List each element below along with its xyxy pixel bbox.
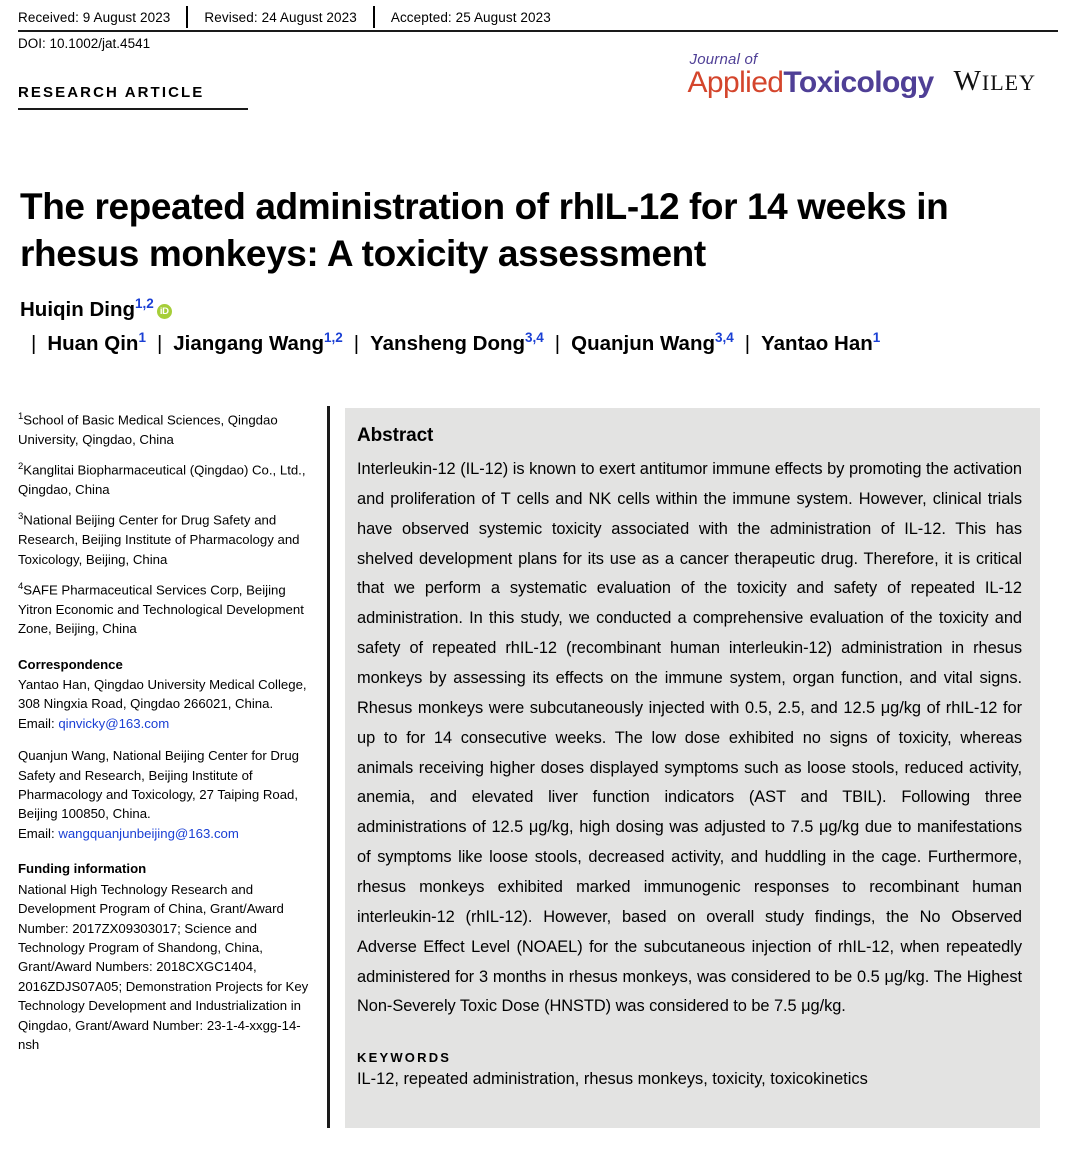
author-affil-sup: 1,2	[135, 296, 154, 312]
article-type-label: RESEARCH ARTICLE	[18, 84, 205, 101]
author-affil-sup: 1,2	[324, 330, 343, 346]
author-affil-sup: 3,4	[525, 330, 544, 346]
journal-title: AppliedToxicology	[687, 66, 935, 99]
author-name-text: Huan Qin	[47, 332, 139, 356]
correspondence-email-line-1: Email: qinvicky@163.com	[18, 714, 314, 733]
affiliation-sup: 3	[18, 511, 24, 523]
author-item: Huiqin Ding1,2iD	[20, 296, 172, 321]
journal-of-label: Journal of	[689, 51, 758, 68]
author-list: Huiqin Ding1,2iD| Huan Qin1 | Jiangang Wang…	[20, 293, 1030, 361]
accepted-date: Accepted: 25 August 2023	[390, 9, 551, 25]
orcid-icon[interactable]: iD	[156, 304, 172, 319]
correspondence-entry-2: Quanjun Wang, National Beijing Center fo…	[18, 746, 314, 843]
author-separator: |	[554, 332, 561, 356]
article-type-underline	[18, 108, 248, 110]
author-name-text: Quanjun Wang	[571, 332, 715, 356]
abstract-box: Abstract Interleukin-12 (IL-12) is known…	[345, 408, 1040, 1128]
affiliation-text: School of Basic Medical Sciences, Qingda…	[18, 412, 278, 447]
author-name-text: Huiqin Ding	[20, 298, 136, 321]
affiliation-text: Kanglitai Biopharmaceutical (Qingdao) Co…	[18, 462, 306, 497]
funding-heading: Funding information	[18, 861, 147, 877]
author-item: Jiangang Wang1,2	[173, 330, 343, 356]
author-item: Yantao Han1	[761, 330, 881, 356]
affiliation-text: SAFE Pharmaceutical Services Corp, Beiji…	[18, 582, 304, 637]
affiliation-item: 3National Beijing Center for Drug Safety…	[18, 510, 314, 569]
abstract-text: Interleukin-12 (IL-12) is known to exert…	[357, 460, 1022, 1016]
author-affil-sup: 3,4	[715, 330, 734, 346]
author-affil-sup: 1	[138, 330, 146, 346]
author-name-text: Yantao Han	[761, 332, 873, 356]
keywords-text: IL-12, repeated administration, rhesus m…	[357, 1070, 868, 1089]
funding-text: National High Technology Research and De…	[18, 881, 309, 1052]
history-divider-2	[372, 6, 375, 28]
author-separator: |	[156, 332, 163, 356]
keywords-heading: KEYWORDS	[357, 1050, 452, 1066]
correspondence-heading: Correspondence	[18, 656, 123, 672]
correspondence-entry-1: Yantao Han, Qingdao University Medical C…	[18, 675, 314, 733]
email-label: Email:	[18, 715, 59, 731]
affiliation-sup: 2	[18, 461, 24, 473]
page-title: The repeated administration of rhIL-12 f…	[20, 185, 949, 275]
correspondence-address-1: Yantao Han, Qingdao University Medical C…	[18, 677, 307, 712]
affiliation-item: 1School of Basic Medical Sciences, Qingd…	[18, 410, 314, 449]
journal-name-block: Journal of AppliedToxicology	[687, 51, 935, 99]
history-divider-1	[186, 6, 189, 28]
author-separator: |	[744, 332, 751, 356]
journal-logo: Journal of AppliedToxicology WILEY	[688, 52, 1036, 98]
author-item: Quanjun Wang3,4	[571, 330, 734, 356]
affiliation-item: 2Kanglitai Biopharmaceutical (Qingdao) C…	[18, 460, 314, 499]
affiliation-text: National Beijing Center for Drug Safety …	[18, 512, 300, 567]
correspondence-gap	[18, 733, 314, 746]
affiliation-sup: 4	[18, 581, 24, 593]
header-rule	[18, 30, 1058, 32]
email-link[interactable]: qinvicky@163.com	[58, 715, 170, 731]
author-separator: |	[31, 332, 37, 356]
author-item: Yansheng Dong3,4	[370, 330, 544, 356]
author-name-text: Yansheng Dong	[370, 332, 526, 356]
abstract-heading: Abstract	[357, 425, 434, 446]
wiley-logo: WILEY	[953, 65, 1036, 97]
column-divider	[327, 406, 330, 1128]
correspondence-address-2: Quanjun Wang, National Beijing Center fo…	[18, 748, 299, 822]
author-separator: |	[353, 332, 360, 356]
email-link[interactable]: wangquanjunbeijing@163.com	[58, 825, 239, 841]
article-history: Received: 9 August 2023 Revised: 24 Augu…	[18, 6, 565, 28]
affiliation-sup: 1	[18, 411, 24, 422]
author-affil-sup: 1	[872, 330, 881, 346]
revised-date: Revised: 24 August 2023	[204, 9, 357, 25]
affiliation-item: 4SAFE Pharmaceutical Services Corp, Beij…	[18, 580, 314, 639]
received-date: Received: 9 August 2023	[18, 9, 171, 25]
correspondence-email-line-2: Email: wangquanjunbeijing@163.com	[18, 824, 314, 843]
author-item: Huan Qin1	[47, 330, 146, 356]
journal-applied-word: Applied	[687, 66, 784, 99]
metadata-column: 1School of Basic Medical Sciences, Qingd…	[18, 410, 314, 1054]
journal-toxicology-word: Toxicology	[783, 66, 934, 99]
author-name-text: Jiangang Wang	[173, 332, 324, 356]
doi-text: DOI: 10.1002/jat.4541	[18, 36, 151, 51]
email-label: Email:	[18, 825, 59, 841]
